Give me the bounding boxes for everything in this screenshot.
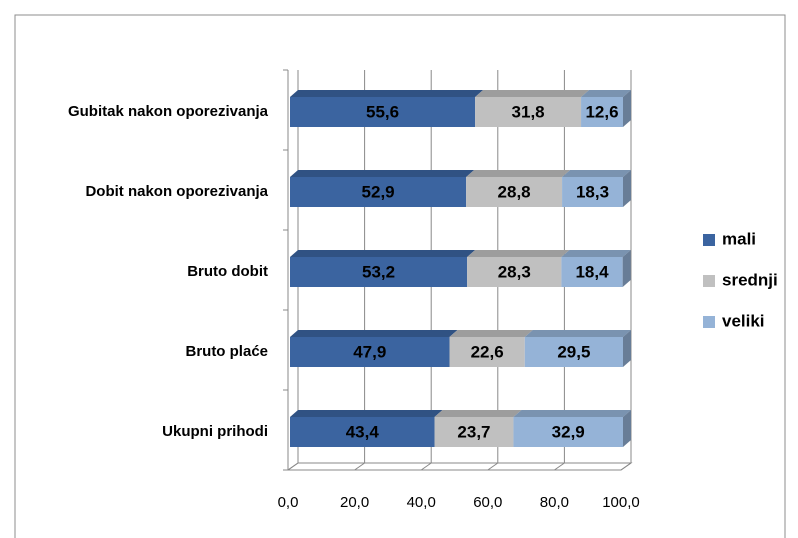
bar: [290, 417, 435, 447]
tick-mark: [620, 462, 632, 471]
data-label: 18,3: [576, 182, 609, 201]
bar: [290, 177, 467, 207]
bar-top: [434, 410, 522, 417]
data-label: 32,9: [552, 422, 585, 441]
bar-top: [475, 90, 590, 97]
legend-swatch: [703, 316, 715, 328]
data-label: 29,5: [557, 342, 590, 361]
data-label: 28,3: [498, 262, 531, 281]
data-label: 43,4: [346, 422, 380, 441]
bar-top: [524, 330, 631, 337]
bar: [475, 97, 582, 127]
legend-swatch: [703, 275, 715, 287]
x-tick-label: 0,0: [278, 494, 299, 511]
bar-top: [562, 170, 631, 177]
data-label: 12,6: [585, 102, 618, 121]
data-label: 52,9: [362, 182, 395, 201]
tick-mark: [420, 462, 432, 471]
data-label: 31,8: [512, 102, 545, 121]
bar: [434, 417, 514, 447]
y-tick-label: Bruto dobit: [187, 263, 268, 280]
legend-label: srednji: [722, 270, 778, 289]
data-label: 53,2: [362, 262, 395, 281]
x-tick-label: 20,0: [340, 494, 369, 511]
tick-mark: [554, 462, 565, 471]
bar-side: [622, 250, 631, 287]
bar: [581, 97, 623, 127]
x-tick-label: 60,0: [473, 494, 502, 511]
y-tick-label: Dobit nakon oporezivanja: [85, 183, 268, 200]
data-label: 22,6: [471, 342, 504, 361]
bar: [513, 417, 623, 447]
bar-top: [561, 250, 631, 257]
bar: [290, 337, 450, 367]
bar-top: [581, 90, 631, 97]
x-tick-label: 40,0: [407, 494, 436, 511]
bar-side: [623, 410, 631, 447]
bar-top: [290, 250, 476, 257]
x-tick-label: 100,0: [602, 494, 640, 511]
bar: [561, 257, 623, 287]
bar-top: [467, 250, 570, 257]
bar-side: [623, 90, 631, 127]
bar-top: [290, 170, 475, 177]
bar-top: [290, 90, 484, 97]
bar-top: [466, 170, 571, 177]
tick-mark: [287, 462, 299, 471]
y-tick-label: Bruto plaće: [185, 343, 268, 360]
legend-swatch: [703, 234, 715, 246]
legend-label: mali: [722, 229, 756, 248]
tick-mark: [487, 462, 499, 471]
bar-side: [623, 330, 631, 367]
data-label: 28,8: [498, 182, 531, 201]
data-label: 55,6: [366, 102, 399, 121]
floor: [286, 462, 633, 471]
tick-mark: [354, 462, 365, 471]
y-tick-label: Ukupni prihodi: [162, 423, 268, 440]
data-label: 18,4: [575, 262, 609, 281]
x-tick-label: 80,0: [540, 494, 569, 511]
bar: [466, 177, 563, 207]
bar-top: [449, 330, 533, 337]
bar: [562, 177, 623, 207]
bar-top: [290, 330, 458, 337]
y-tick-label: Gubitak nakon oporezivanja: [68, 103, 269, 120]
bar: [290, 97, 476, 127]
chart-frame: [14, 14, 786, 538]
bar: [524, 337, 623, 367]
bar-side: [623, 170, 631, 207]
bar-top: [290, 410, 443, 417]
legend-label: veliki: [722, 311, 765, 330]
bar: [290, 257, 468, 287]
bar: [467, 257, 562, 287]
data-label: 47,9: [353, 342, 386, 361]
bar-top: [513, 410, 631, 417]
bar: [449, 337, 525, 367]
data-label: 23,7: [457, 422, 490, 441]
